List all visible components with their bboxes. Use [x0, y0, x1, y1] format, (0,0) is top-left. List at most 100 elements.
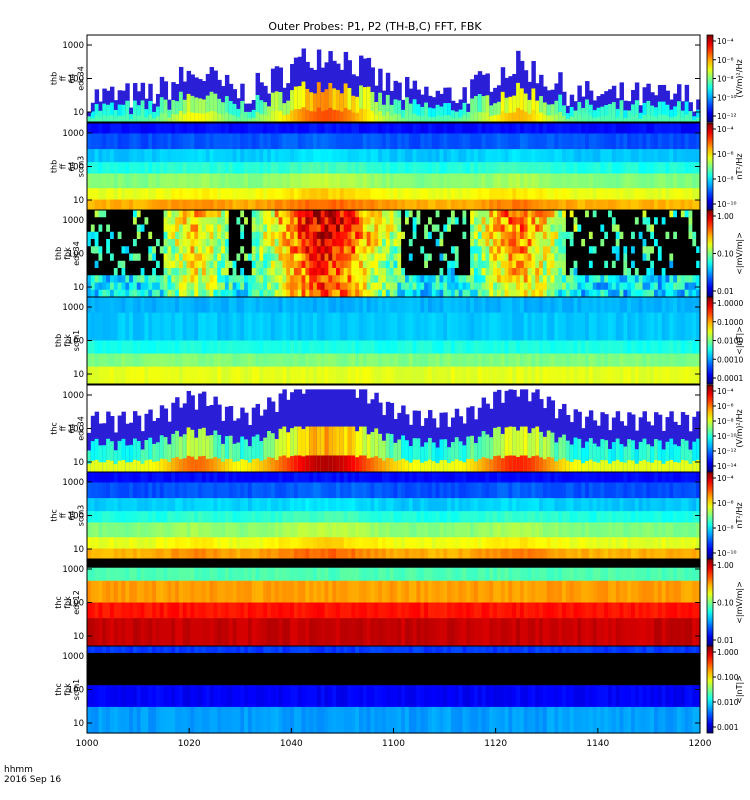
spectrogram-cell — [144, 224, 149, 233]
spectrogram-cell — [608, 217, 613, 226]
spectrogram-column — [604, 105, 609, 122]
spectrogram-column — [627, 439, 632, 472]
spectrogram-cell — [355, 260, 360, 269]
spectrogram-column — [596, 446, 601, 472]
spectrogram-cell — [416, 217, 421, 226]
spectrogram-cell — [577, 282, 582, 291]
spectrogram-column — [393, 461, 398, 472]
spectrogram-cell — [412, 353, 418, 368]
spectrogram-column — [623, 446, 628, 472]
spectrogram-cell — [201, 217, 207, 226]
spectrogram-column — [500, 91, 506, 122]
spectrogram-cell — [573, 123, 578, 135]
spectrogram-cell — [485, 162, 490, 175]
spectrogram-cell — [435, 340, 441, 355]
spectrogram-column — [378, 458, 383, 472]
spectrogram-column — [378, 92, 383, 122]
spectrogram-cell — [512, 149, 517, 163]
spectrogram-cell — [669, 149, 674, 163]
spectrogram-cell — [558, 282, 563, 291]
spectrogram-cell — [554, 275, 559, 284]
spectrogram-cell — [175, 149, 180, 163]
spectrogram-cell — [562, 289, 567, 298]
spectrogram-column — [642, 459, 647, 472]
spectrogram-column — [175, 457, 180, 472]
spectrogram-cell — [102, 231, 107, 240]
spectrogram-cell — [554, 224, 559, 233]
spectrogram-column — [592, 117, 598, 122]
spectrogram-cell — [439, 123, 444, 135]
spectrogram-column — [228, 435, 234, 472]
spectrogram-cell — [546, 199, 552, 211]
spectrogram-cell — [435, 133, 441, 150]
spectrogram-cell — [198, 217, 203, 226]
spectrogram-cell — [163, 246, 169, 255]
spectrogram-cell — [404, 289, 410, 298]
spectrogram-cell — [646, 312, 651, 342]
spectrogram-cell — [378, 210, 383, 218]
spectrogram-cell — [531, 340, 536, 355]
spectrogram-cell — [144, 239, 149, 247]
spectrogram-cell — [121, 173, 126, 189]
spectrogram-cell — [473, 231, 479, 240]
spectrogram-cell — [305, 282, 310, 291]
spectrogram-cell — [316, 253, 322, 262]
spectrogram-cell — [106, 210, 111, 218]
spectrogram-cell — [431, 282, 437, 291]
spectrogram-cell — [228, 133, 234, 150]
spectrogram-cell — [427, 210, 433, 218]
spectrogram-cell — [493, 199, 498, 211]
spectrogram-cell — [634, 173, 640, 189]
spectrogram-cell — [282, 149, 287, 163]
spectrogram-cell — [565, 312, 571, 342]
spectrogram-cell — [665, 231, 670, 240]
spectrogram-cell — [186, 239, 192, 247]
spectrogram-cell — [450, 210, 456, 218]
spectrogram-cell — [657, 231, 663, 240]
spectrogram-cell — [516, 123, 521, 135]
spectrogram-cell — [251, 162, 257, 175]
spectrogram-cell — [282, 210, 287, 218]
spectrogram-cell — [301, 231, 306, 240]
spectrogram-cell — [408, 199, 414, 211]
spectrogram-cell — [454, 353, 460, 368]
spectrogram-cell — [247, 312, 253, 342]
spectrogram-cell — [539, 217, 544, 226]
spectrogram-cell — [251, 366, 257, 385]
spectrogram-cell — [121, 246, 126, 255]
spectrogram-cell — [359, 260, 364, 269]
spectrogram-cell — [527, 289, 533, 298]
spectrogram-cell — [221, 188, 226, 201]
spectrogram-cell — [359, 210, 364, 218]
spectrogram-cell — [186, 260, 192, 269]
spectrogram-column — [389, 458, 395, 472]
spectrogram-cell — [382, 246, 387, 255]
colorbar-tick-label: 10⁻¹² — [717, 447, 737, 456]
spectrogram-cell — [198, 133, 203, 150]
spectrogram-column — [132, 438, 138, 472]
spectrogram-cell — [527, 199, 533, 211]
spectrogram-cell — [240, 340, 245, 355]
spectrogram-cell — [473, 239, 479, 247]
spectrogram-cell — [427, 239, 433, 247]
spectrogram-cell — [313, 210, 318, 218]
spectrogram-cell — [519, 217, 525, 226]
spectrogram-cell — [217, 149, 222, 163]
spectrogram-cell — [217, 246, 222, 255]
spectrogram-cell — [255, 253, 261, 262]
spectrogram-cell — [485, 231, 490, 240]
spectrogram-cell — [378, 268, 383, 276]
spectrogram-cell — [385, 340, 391, 355]
spectrogram-cell — [190, 231, 195, 240]
spectrogram-cell — [140, 173, 146, 189]
spectrogram-column — [416, 459, 421, 472]
spectrogram-column — [435, 463, 441, 472]
spectrogram-cell — [255, 312, 261, 342]
spectrogram-cell — [542, 162, 548, 175]
spectrogram-cell — [247, 366, 253, 385]
spectrogram-cell — [408, 173, 414, 189]
spectrogram-cell — [305, 210, 310, 218]
spectrogram-cell — [309, 231, 314, 240]
spectrogram-cell — [359, 133, 364, 150]
spectrogram-cell — [94, 548, 100, 560]
